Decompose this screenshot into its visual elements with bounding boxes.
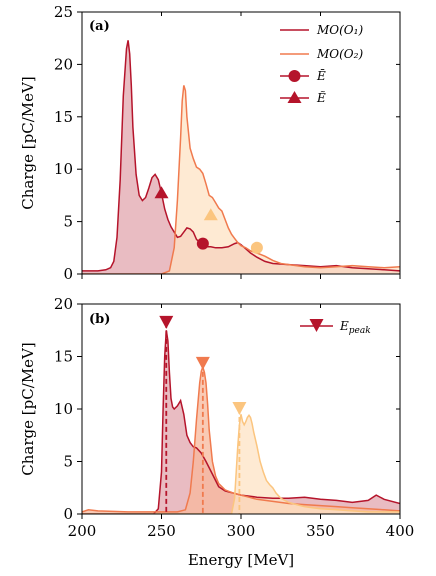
y-tick-label: 10 — [54, 400, 73, 418]
panel-a-legend: MO(O₁) MO(O₂) Ē Ẽ — [280, 23, 363, 105]
y-tick-label: 0 — [63, 265, 73, 283]
panel-a-ticks: 0 5 10 15 20 25 — [54, 3, 401, 283]
panel-a-markers — [154, 186, 263, 254]
panel-b-legend: Epeak — [300, 319, 371, 336]
y-tick-label: 25 — [54, 3, 73, 21]
x-tick-label: 350 — [306, 522, 335, 540]
series-line-2 — [82, 414, 400, 514]
series-area-0 — [82, 40, 400, 274]
y-tick-label: 5 — [63, 453, 73, 471]
y-tick-label: 0 — [63, 505, 73, 523]
series-area-2 — [82, 414, 400, 514]
panel-a-ylabel: Charge [pC/MeV] — [19, 76, 37, 209]
legend-label-median-energy: Ẽ — [316, 90, 326, 105]
median-energy-marker-3 — [203, 208, 218, 221]
legend-triangle-marker-icon — [287, 91, 302, 103]
panel-a-areas — [82, 40, 400, 274]
series-line-0 — [82, 330, 400, 514]
legend-label-peak-subscript: peak — [349, 326, 371, 336]
y-tick-label: 5 — [63, 213, 73, 231]
legend-label-mo-o1: MO(O₁) — [316, 23, 363, 37]
peak-marker-0 — [159, 315, 174, 329]
mean-energy-marker-2 — [250, 241, 263, 254]
series-line-1 — [82, 85, 400, 274]
median-energy-marker-1 — [154, 186, 169, 199]
x-tick-label: 300 — [227, 522, 256, 540]
legend-circle-marker-icon — [288, 70, 301, 82]
panel-a-tag: (a) — [89, 19, 110, 34]
panel-b-xlabel: Energy [MeV] — [188, 551, 294, 569]
panel-b: 0 5 10 15 20 200 250 300 350 400 (b) Charge [pC/M… — [19, 295, 414, 569]
y-tick-label: 20 — [54, 295, 73, 313]
peak-marker-2 — [232, 402, 247, 415]
x-tick-label: 200 — [68, 522, 97, 540]
y-tick-label: 15 — [54, 108, 73, 126]
panel-b-markers — [159, 315, 247, 514]
legend-label-peak-energy: Epeak — [339, 319, 371, 336]
y-tick-label: 10 — [54, 160, 73, 178]
legend-label-mo-o2: MO(O₂) — [316, 47, 363, 61]
peak-marker-1 — [195, 356, 210, 370]
series-line-0 — [82, 40, 400, 272]
panel-b-tag: (b) — [89, 312, 110, 327]
panel-b-areas — [82, 330, 400, 514]
panel-b-ticks: 0 5 10 15 20 200 250 300 350 400 — [54, 295, 414, 540]
legend-triangle-down-marker-icon — [309, 319, 324, 332]
panel-a: 0 5 10 15 20 25 (a) Charge [pC/MeV] MO(O₁) MO… — [19, 3, 401, 283]
panel-b-ylabel: Charge [pC/MeV] — [19, 342, 37, 475]
x-tick-label: 250 — [147, 522, 176, 540]
y-tick-label: 20 — [54, 55, 73, 73]
legend-label-mean-energy: Ē — [316, 68, 326, 83]
y-tick-label: 15 — [54, 348, 73, 366]
x-tick-label: 400 — [386, 522, 415, 540]
mean-energy-marker-0 — [196, 237, 209, 250]
series-line-1 — [82, 364, 400, 513]
